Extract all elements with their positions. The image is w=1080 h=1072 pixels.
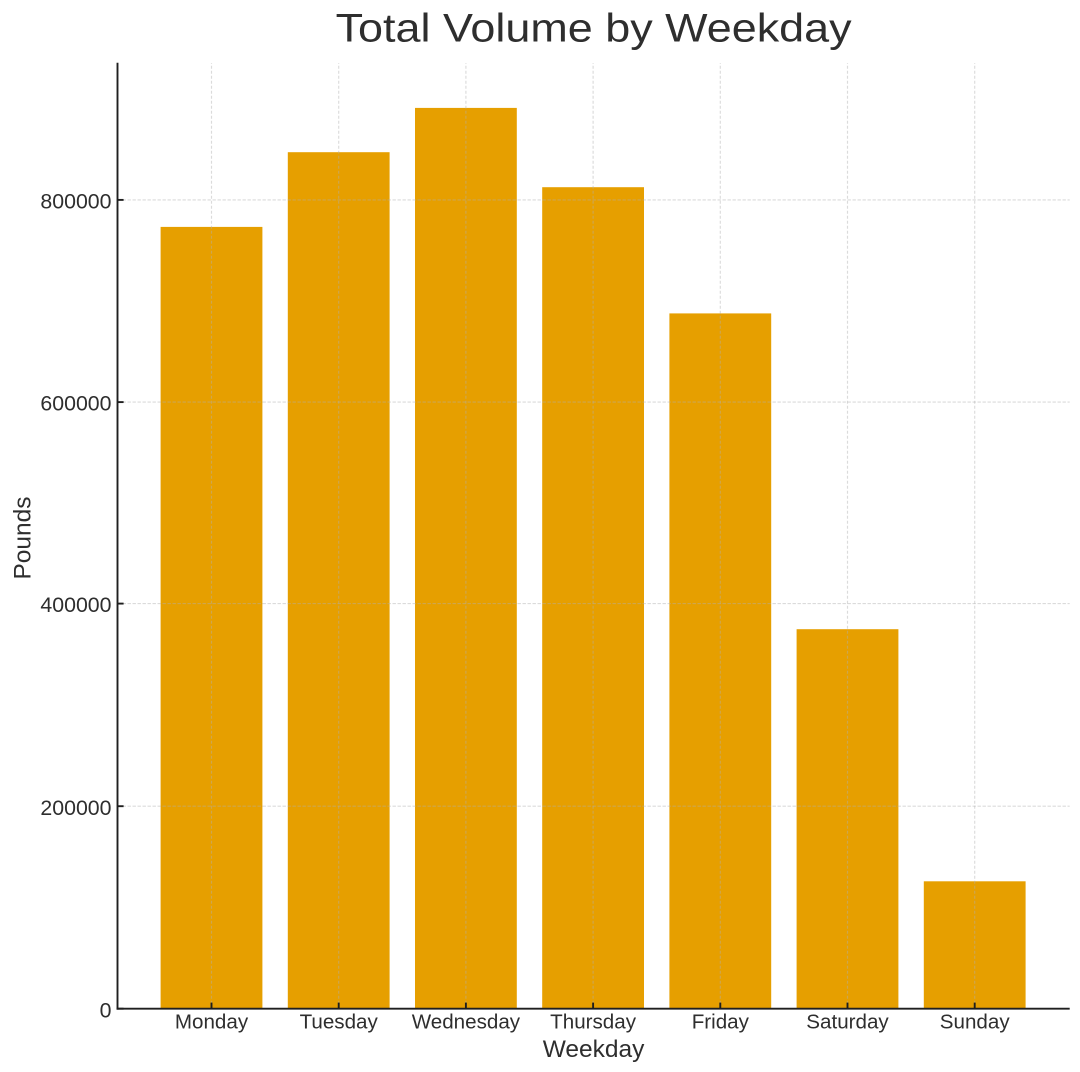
svg-text:Pounds: Pounds: [10, 496, 37, 579]
svg-text:200000: 200000: [40, 796, 111, 820]
svg-text:400000: 400000: [40, 593, 111, 617]
svg-text:600000: 600000: [40, 392, 111, 416]
svg-text:800000: 800000: [40, 190, 111, 214]
svg-text:Thursday: Thursday: [550, 1011, 637, 1034]
svg-text:Monday: Monday: [175, 1011, 249, 1034]
svg-text:Saturday: Saturday: [806, 1011, 889, 1034]
svg-text:Friday: Friday: [692, 1011, 750, 1034]
svg-text:Sunday: Sunday: [940, 1011, 1011, 1034]
svg-text:Wednesday: Wednesday: [412, 1011, 521, 1034]
svg-text:Total Volume by Weekday: Total Volume by Weekday: [336, 6, 852, 50]
svg-text:Tuesday: Tuesday: [300, 1011, 379, 1034]
svg-text:Weekday: Weekday: [543, 1036, 645, 1063]
svg-text:0: 0: [100, 998, 112, 1022]
